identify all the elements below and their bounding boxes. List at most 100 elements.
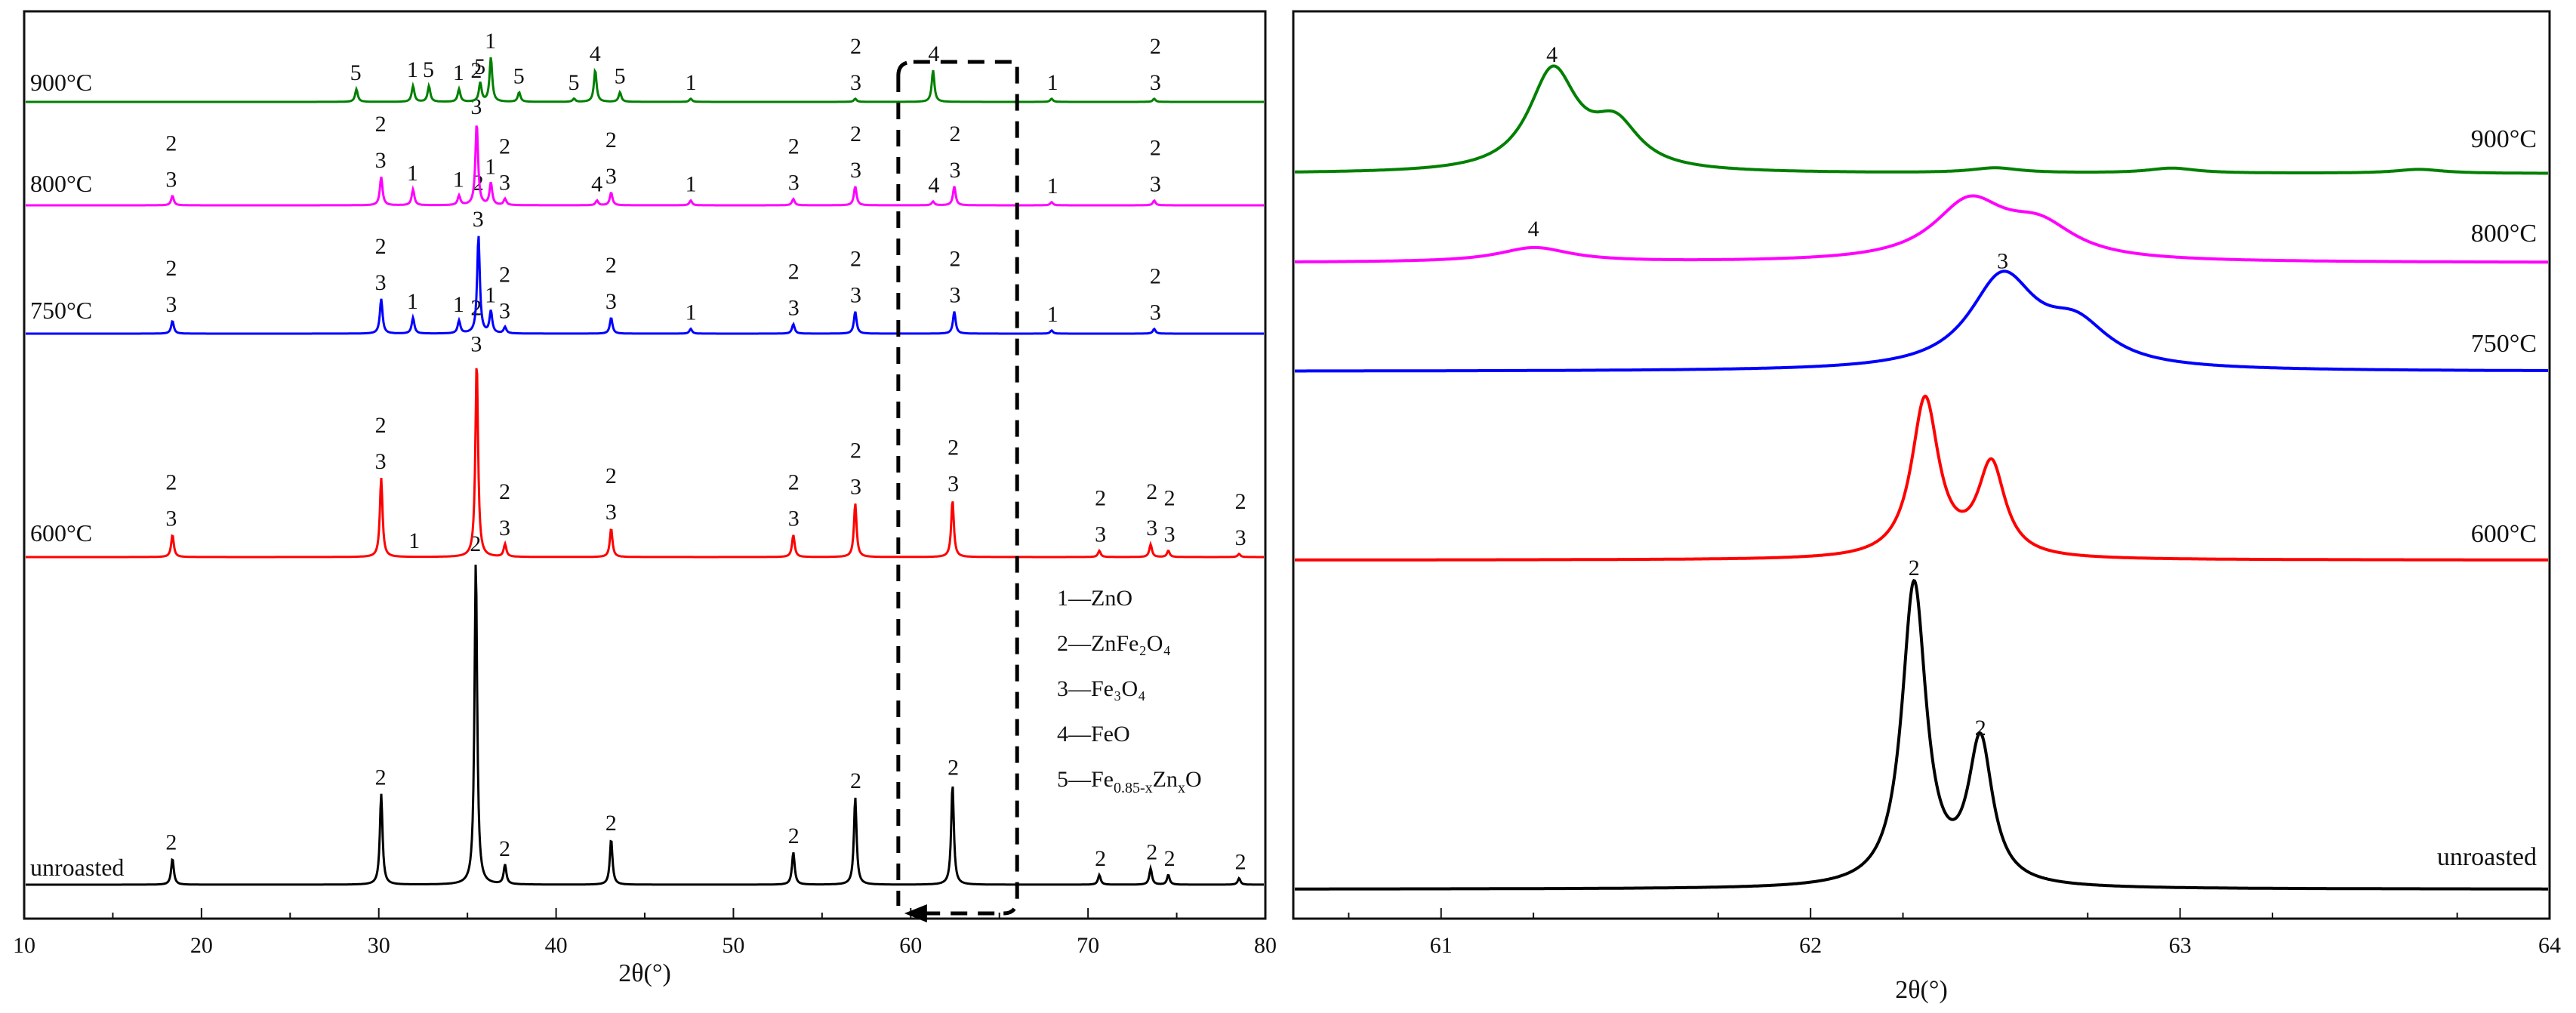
zoom-series-750-c: 3 750°C	[1295, 249, 2548, 373]
peak-label: 2	[165, 256, 177, 281]
peak-label: 2	[499, 134, 510, 159]
peak-label: 2	[499, 263, 510, 288]
peak-label: 3	[165, 167, 177, 192]
peak-label: 2	[1095, 486, 1106, 511]
peak-label: 3	[850, 283, 861, 308]
zoom-peak-label: 4	[1528, 217, 1539, 242]
peak-label: 3	[948, 471, 959, 496]
peak-label: 3	[1235, 525, 1246, 550]
zoom-series-900-c: 4 900°C	[1295, 42, 2548, 175]
zoom-trace-unroasted	[1295, 578, 2548, 891]
peak-label: 2	[1146, 479, 1157, 504]
peak-label: 3	[1146, 516, 1157, 540]
peak-label: 2	[605, 253, 617, 278]
peak-label: 2	[788, 134, 800, 159]
peak-label: 3	[788, 295, 800, 320]
peak-label: 3	[788, 171, 800, 196]
peak-label: 2	[1164, 486, 1176, 511]
zoom-trace-900-c	[1295, 64, 2548, 175]
x-tick-label: 70	[1077, 933, 1099, 958]
peak-label: 2	[165, 830, 177, 855]
peak-label: 3	[470, 332, 482, 357]
peak-label: 1	[485, 155, 496, 180]
series-label-800-c: 800°C	[30, 170, 92, 197]
zoom-x-tick-label: 61	[1430, 933, 1453, 958]
zoom-trace-600-c	[1295, 394, 2548, 562]
zoom-x-tick-label: 63	[2169, 933, 2192, 958]
zoom-trace-800-c	[1295, 194, 2548, 264]
zoom-series-label-600-c: 600°C	[2471, 520, 2537, 548]
peak-label: 3	[850, 158, 861, 183]
peak-label: 2	[1146, 840, 1157, 865]
peak-label: 2	[165, 131, 177, 155]
zoom-region-marker	[896, 60, 1019, 922]
peak-label: 1	[453, 167, 464, 192]
peak-label: 3	[473, 207, 484, 232]
peak-label: 2	[788, 824, 800, 848]
trace-800-c	[26, 125, 1264, 207]
zoom-series-label-800-c: 800°C	[2471, 220, 2537, 248]
peak-label: 1	[686, 300, 697, 325]
x-tick-label: 10	[13, 933, 35, 958]
legend-entry-fe-zn-o: 5—Fe0.85-xZnxO	[1057, 767, 1202, 796]
zoom-series-unroasted: 2 2 unroasted	[1295, 556, 2548, 891]
peak-label: 2	[788, 259, 800, 284]
x-tick-label: 40	[545, 933, 568, 958]
peak-label: 2	[950, 122, 961, 146]
peak-label: 1	[407, 57, 418, 82]
series-label-unroasted: unroasted	[30, 854, 124, 881]
right-plot-frame	[1292, 10, 2551, 920]
peak-label: 2	[605, 128, 617, 152]
peak-label: 2	[788, 470, 800, 495]
legend-entry-feo: 4—FeO	[1057, 722, 1130, 747]
right-x-axis-label: 2θ(°)	[1895, 976, 1948, 1004]
legend-entry-zno: 1—ZnO	[1057, 586, 1132, 611]
x-tick-label: 20	[190, 933, 213, 958]
zoom-peak-label: 4	[1546, 42, 1558, 67]
peak-label: 3	[1164, 522, 1176, 547]
peak-label: 3	[375, 270, 387, 295]
peak-label: 4	[590, 42, 601, 66]
peak-label: 3	[499, 516, 510, 540]
peak-label: 2	[499, 479, 510, 504]
right-plot-area: 2 2 unroasted 600°C 3 750°C 4 800°C 4 900°C	[1295, 42, 2548, 891]
peak-label: 1	[686, 70, 697, 95]
peak-label: 2	[1150, 264, 1161, 289]
zoom-series-600-c: 600°C	[1295, 394, 2548, 562]
trace-unroasted	[26, 565, 1264, 886]
peak-label: 2	[850, 247, 861, 272]
series-label-900-c: 900°C	[30, 69, 92, 96]
series-label-750-c: 750°C	[30, 297, 92, 324]
peak-label: 3	[375, 449, 387, 474]
peak-label: 5	[474, 54, 485, 79]
peak-label: 2	[850, 34, 861, 59]
legend-entry-fe3o4: 3—Fe₃O₄	[1057, 676, 1146, 701]
peak-label: 5	[423, 57, 434, 82]
peak-label: 2	[1235, 489, 1246, 514]
peak-label: 3	[950, 283, 961, 308]
peak-label: 2	[850, 439, 861, 463]
peak-label: 1	[407, 161, 418, 186]
legend: 1—ZnO 2—ZnFe₂O₄ 3—Fe₃O₄ 4—FeO 5—Fe0.85-xZnxO	[1057, 586, 1202, 796]
x-tick-label: 60	[899, 933, 922, 958]
peak-label: 1	[485, 29, 496, 54]
zoom-series-label-unroasted: unroasted	[2437, 843, 2537, 871]
zoom-x-tick-label: 62	[1799, 933, 1822, 958]
trace-750-c	[26, 236, 1264, 335]
zoom-x-tick-label: 64	[2538, 933, 2561, 958]
peak-label: 3	[950, 158, 961, 183]
peak-label: 2	[605, 463, 617, 488]
peak-label: 2	[375, 234, 387, 259]
peak-label: 3	[499, 299, 510, 324]
peak-label: 2	[950, 247, 961, 272]
peak-label: 5	[350, 60, 362, 85]
peak-label: 1	[407, 289, 418, 314]
peak-label: 2	[499, 836, 510, 861]
peak-label: 1	[1047, 70, 1058, 95]
